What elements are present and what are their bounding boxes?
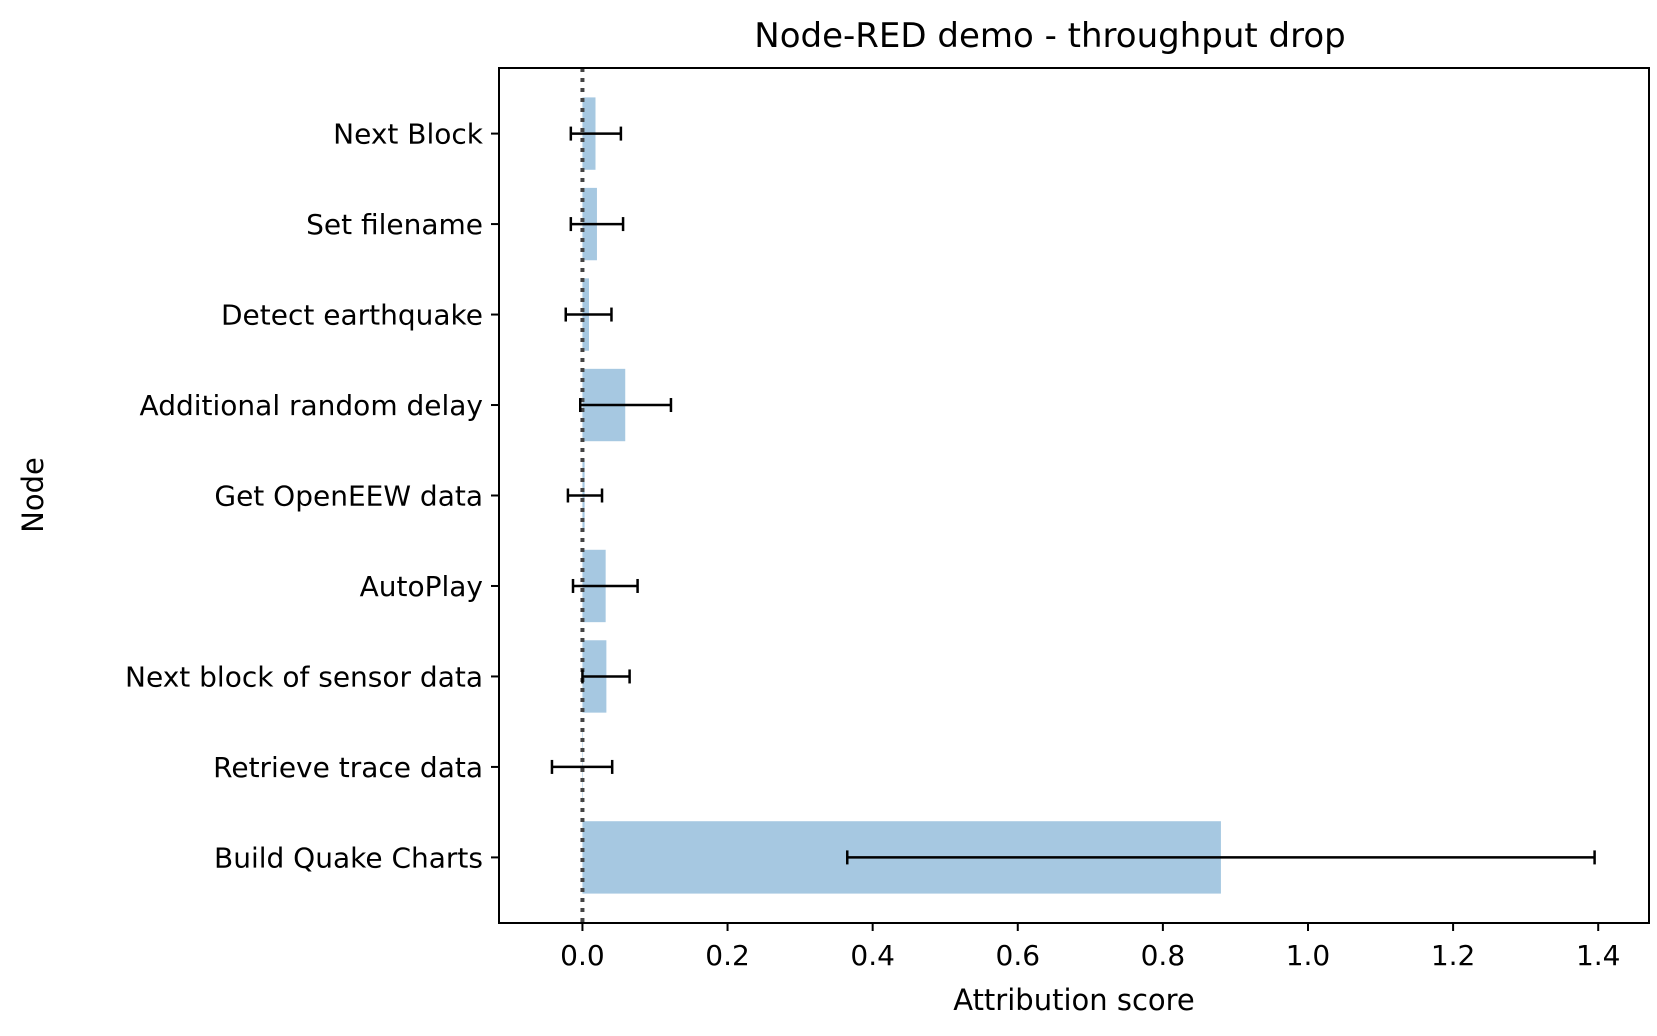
y-tick-label: Set filename [306, 208, 483, 241]
x-tick-label: 0.0 [560, 939, 605, 972]
y-tick-label: Next Block [333, 118, 484, 151]
errorbar-autoplay [571, 578, 639, 593]
plot-frame [498, 67, 1650, 924]
errorbar-build-quake-charts [846, 850, 1596, 865]
x-tick-label: 0.2 [705, 939, 750, 972]
x-axis-label: Attribution score [953, 983, 1195, 1017]
y-tick-label: Detect earthquake [221, 299, 483, 332]
x-tick-label: 1.4 [1576, 939, 1621, 972]
errorbar-next-block [569, 126, 623, 141]
y-tick-label: AutoPlay [360, 570, 483, 603]
y-tick-label: Get OpenEEW data [214, 480, 483, 513]
bars-layer [582, 97, 1221, 894]
chart-title: Node-RED demo - throughput drop [754, 16, 1345, 56]
x-tick-label: 0.4 [850, 939, 895, 972]
errorbar-additional-random-delay [579, 398, 673, 413]
errorbar-detect-earthquake [564, 307, 613, 322]
x-tick-label: 1.2 [1431, 939, 1476, 972]
errorbar-get-openeew-data [566, 488, 604, 503]
errorbar-next-block-of-sensor-data [581, 669, 631, 684]
y-tick-label: Next block of sensor data [125, 660, 483, 693]
x-tick-label: 0.6 [996, 939, 1041, 972]
x-axis-ticks: 0.0 0.2 0.4 0.6 0.8 1.0 1.2 1.4 [560, 923, 1620, 972]
errorbar-retrieve-trace-data [550, 759, 614, 774]
x-tick-label: 1.0 [1286, 939, 1331, 972]
y-axis-ticks: Next Block Set filename Detect earthquake A… [125, 118, 499, 874]
y-axis-label: Node [16, 457, 50, 533]
errorbars-layer [550, 126, 1596, 865]
errorbar-set-filename [569, 217, 625, 232]
y-tick-label: Retrieve trace data [213, 751, 483, 784]
y-tick-label: Build Quake Charts [214, 841, 483, 874]
y-tick-label: Additional random delay [140, 389, 483, 422]
x-tick-label: 0.8 [1141, 939, 1186, 972]
